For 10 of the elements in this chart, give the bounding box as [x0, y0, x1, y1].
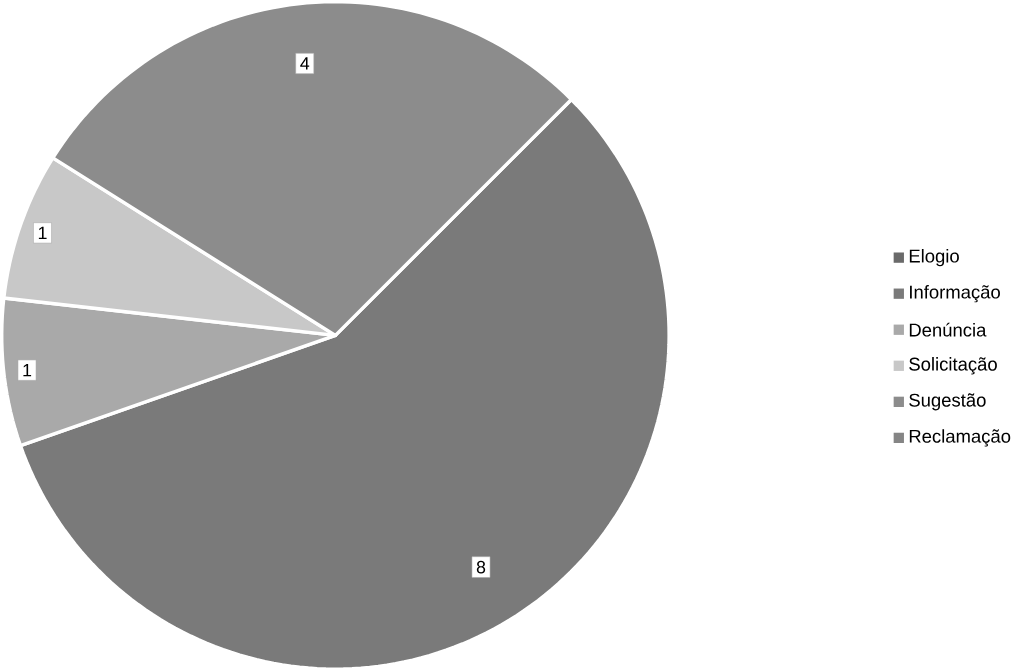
data-label: 1 — [38, 226, 47, 240]
legend-label: Solicitação — [909, 357, 997, 375]
data-label: 4 — [300, 57, 310, 70]
data-label: 8 — [476, 560, 486, 574]
data-label: 1 — [23, 364, 32, 377]
legend-label: Elogio — [909, 249, 959, 267]
legend-label: Reclamação — [909, 429, 1011, 447]
legend-label: Sugestão — [909, 393, 986, 411]
legend-label: Denúncia — [909, 322, 987, 337]
legend-label: Informação — [910, 285, 1000, 303]
